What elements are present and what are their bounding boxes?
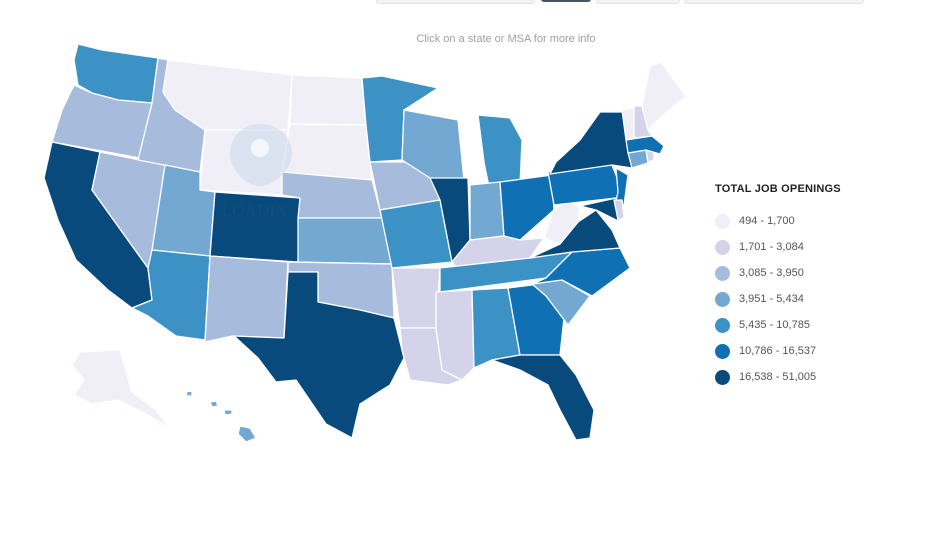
state-hi-island[interactable] — [185, 390, 193, 397]
state-de[interactable] — [613, 199, 625, 221]
legend-label: 16,538 - 51,005 — [739, 371, 817, 383]
state-fl[interactable] — [491, 354, 595, 441]
state-me[interactable] — [641, 61, 687, 131]
legend-swatch — [715, 291, 730, 307]
legend-item[interactable]: 10,786 - 16,537 — [715, 338, 841, 364]
state-md[interactable] — [579, 197, 621, 223]
state-oh[interactable] — [499, 174, 555, 241]
tab-button-4[interactable] — [684, 0, 864, 4]
legend-label: 5,435 - 10,785 — [739, 319, 810, 331]
legend-swatch — [715, 239, 730, 255]
state-ny[interactable] — [549, 111, 633, 175]
state-hi-island[interactable] — [209, 400, 219, 408]
state-ar[interactable] — [391, 267, 441, 329]
state-ak[interactable] — [71, 349, 171, 429]
state-wv[interactable] — [543, 199, 581, 245]
legend-swatch — [715, 317, 730, 333]
state-tx[interactable] — [233, 271, 405, 439]
legend-item[interactable]: 494 - 1,700 — [715, 208, 841, 234]
legend-label: 494 - 1,700 — [739, 215, 795, 227]
state-hi[interactable] — [237, 425, 257, 443]
tab-button-1[interactable] — [376, 0, 535, 4]
legend-label: 3,085 - 3,950 — [739, 267, 804, 279]
state-ms[interactable] — [435, 289, 475, 381]
legend-label: 3,951 - 5,434 — [739, 293, 804, 305]
state-nm[interactable] — [204, 255, 289, 343]
legend-title: TOTAL JOB OPENINGS — [715, 183, 841, 195]
loading-indicator-icon: LOADIN — [222, 124, 292, 220]
state-in[interactable] — [469, 181, 505, 241]
legend-item[interactable]: 3,085 - 3,950 — [715, 260, 841, 286]
state-mo[interactable] — [379, 199, 453, 269]
legend-item[interactable]: 1,701 - 3,084 — [715, 234, 841, 260]
legend-swatch — [715, 343, 730, 359]
state-ks[interactable] — [297, 217, 393, 265]
legend-item[interactable]: 3,951 - 5,434 — [715, 286, 841, 312]
legend-item[interactable]: 5,435 - 10,785 — [715, 312, 841, 338]
legend: TOTAL JOB OPENINGS 494 - 1,700 1,701 - 3… — [715, 183, 841, 390]
tab-button-3[interactable] — [596, 0, 680, 4]
legend-swatch — [715, 369, 730, 385]
legend-swatch — [715, 213, 730, 229]
legend-item[interactable]: 16,538 - 51,005 — [715, 364, 841, 390]
loading-text: LOADIN — [222, 201, 287, 220]
us-map[interactable] — [0, 0, 700, 547]
map-hint: Click on a state or MSA for more info — [416, 33, 596, 45]
legend-label: 10,786 - 16,537 — [739, 345, 817, 357]
legend-label: 1,701 - 3,084 — [739, 241, 804, 253]
tab-button-2-active[interactable] — [541, 0, 591, 2]
legend-swatch — [715, 265, 730, 281]
state-hi-island[interactable] — [223, 409, 233, 416]
